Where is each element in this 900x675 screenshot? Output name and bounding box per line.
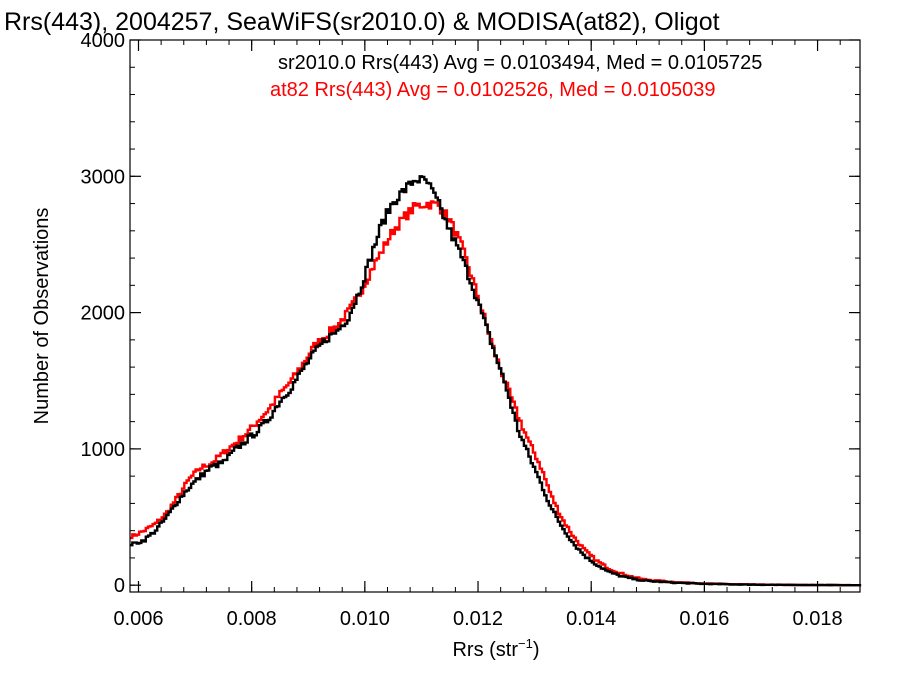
x-tick-label: 0.012 — [453, 608, 503, 630]
x-tick-label: 0.018 — [793, 608, 843, 630]
plot-frame — [129, 39, 861, 593]
x-tick-label: 0.010 — [340, 608, 390, 630]
x-tick-label: 0.014 — [566, 608, 616, 630]
y-tick-label: 2000 — [81, 303, 126, 325]
at82-stats-annotation: at82 Rrs(443) Avg = 0.0102526, Med = 0.0… — [270, 79, 716, 101]
y-tick-label: 0 — [114, 575, 125, 597]
chart-title: Rrs(443), 2004257, SeaWiFS(sr2010.0) & M… — [4, 8, 720, 36]
plot-area: 0.006 0.008 0.010 0.012 0.014 0.016 0.018 0 1000… — [81, 30, 862, 630]
x-axis-label-superscript: −1 — [518, 636, 533, 651]
y-axis-label: Number of Observations — [31, 208, 53, 425]
x-axis-label-close: ) — [533, 639, 540, 661]
series-at82-histogram — [130, 200, 862, 587]
y-tick-label: 3000 — [81, 166, 126, 188]
x-tick-label: 0.016 — [679, 608, 729, 630]
x-tick-label: 0.006 — [113, 608, 163, 630]
y-tick-label: 1000 — [81, 439, 126, 461]
x-axis-label-main: Rrs (str — [452, 639, 518, 661]
x-tick-label: 0.008 — [227, 608, 277, 630]
sr2010-stats-annotation: sr2010.0 Rrs(443) Avg = 0.0103494, Med =… — [278, 52, 762, 74]
y-tick-label: 4000 — [81, 30, 126, 52]
x-axis-label: Rrs (str−1) — [452, 636, 539, 661]
series-sr2010-histogram — [130, 175, 862, 587]
